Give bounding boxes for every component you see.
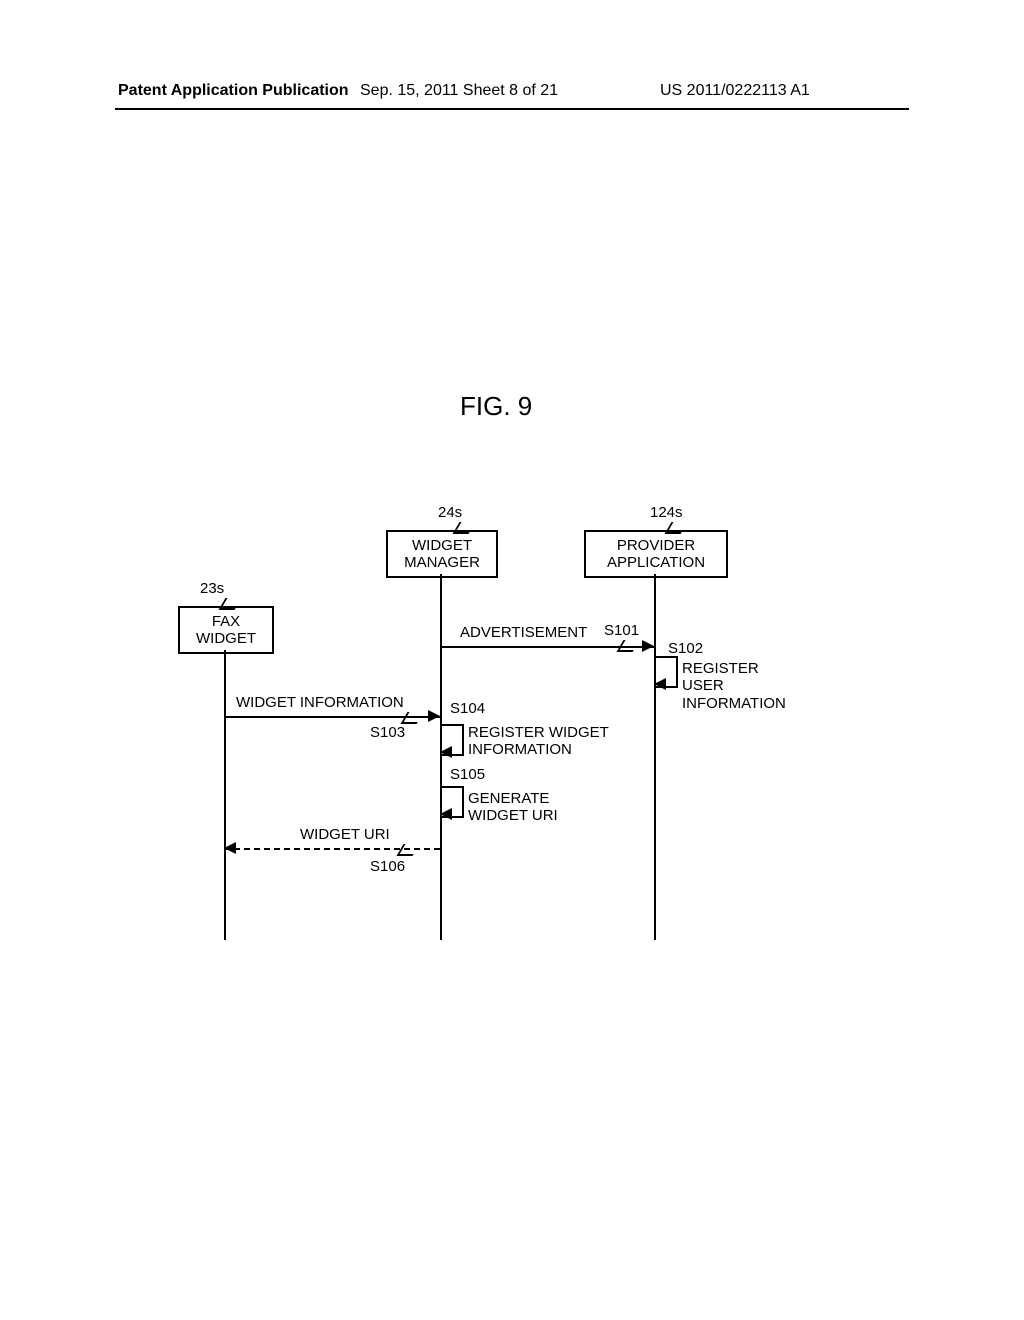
msg-label-s106: WIDGET URI <box>300 826 390 843</box>
msg-ref-s101: S101 <box>604 622 639 639</box>
msg-arrow-s103 <box>428 710 440 722</box>
page: Patent Application Publication Sep. 15, … <box>0 0 1024 1320</box>
msg-arrow-s106 <box>224 842 236 854</box>
self-label-s105: GENERATE WIDGET URI <box>468 790 558 825</box>
msg-ref-s106: S106 <box>370 858 405 875</box>
header-rule <box>115 108 909 110</box>
header-right: US 2011/0222113 A1 <box>660 82 810 100</box>
self-ref-s105: S105 <box>450 766 485 783</box>
msg-label-s103: WIDGET INFORMATION <box>236 694 404 711</box>
self-label-s104: REGISTER WIDGET INFORMATION <box>468 724 609 759</box>
lifeline-ref-prov: 124s <box>650 504 683 521</box>
lifeline-box-mgr: WIDGET MANAGER <box>386 530 498 578</box>
lifeline-ref-fax: 23s <box>200 580 224 597</box>
msg-arrow-s101 <box>642 640 654 652</box>
lifeline-prov <box>654 574 656 940</box>
lifeline-box-fax: FAX WIDGET <box>178 606 274 654</box>
header-left: Patent Application Publication <box>118 82 349 100</box>
page-header: Patent Application Publication Sep. 15, … <box>0 82 1024 104</box>
self-ref-s102: S102 <box>668 640 703 657</box>
msg-label-s101: ADVERTISEMENT <box>460 624 587 641</box>
lifeline-fax <box>224 650 226 940</box>
msg-ref-s103: S103 <box>370 724 405 741</box>
self-label-s102: REGISTER USER INFORMATION <box>682 660 786 712</box>
self-arrow-s105 <box>440 808 452 820</box>
figure-title: FIG. 9 <box>460 392 532 422</box>
lifeline-ref-mgr: 24s <box>438 504 462 521</box>
msg-tick-s106 <box>397 844 420 856</box>
lifeline-box-prov: PROVIDER APPLICATION <box>584 530 728 578</box>
header-mid: Sep. 15, 2011 Sheet 8 of 21 <box>360 82 558 100</box>
msg-tick-s103 <box>401 712 424 724</box>
self-arrow-s104 <box>440 746 452 758</box>
self-ref-s104: S104 <box>450 700 485 717</box>
self-arrow-s102 <box>654 678 666 690</box>
